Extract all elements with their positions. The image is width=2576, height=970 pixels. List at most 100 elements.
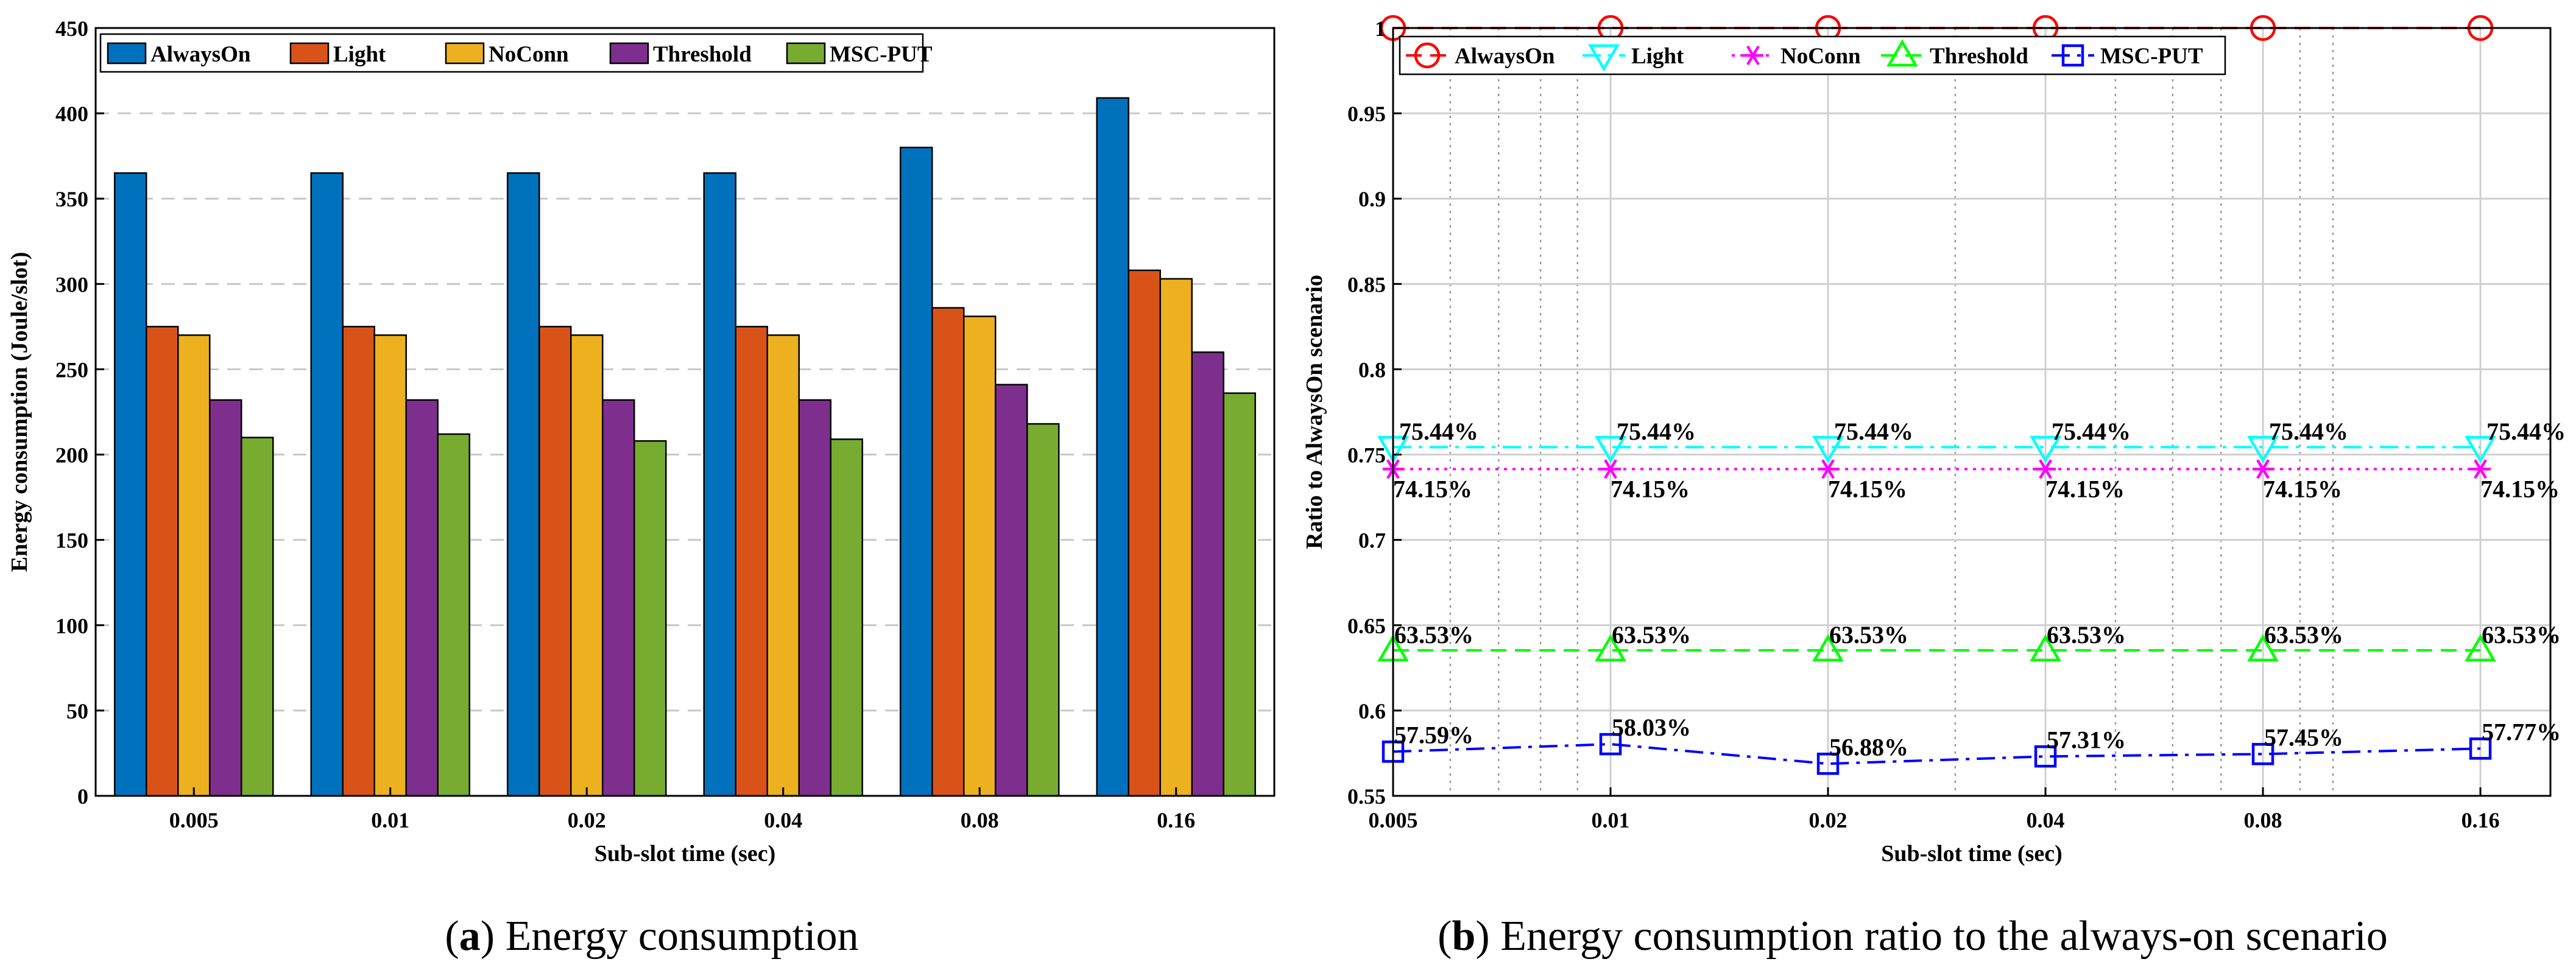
marker-light [2030,435,2061,463]
caption-b: (b) Energy consumption ratio to the alwa… [1438,913,2388,960]
bar-noconn [177,334,211,797]
legend-label-alwayson: AlwaysOn [1455,44,1555,69]
data-label-light: 75.44% [2269,418,2348,445]
data-label-msc-put: 57.45% [2264,723,2343,751]
marker-noconn [2035,459,2056,479]
y-tick-label: 100 [55,614,88,638]
bar-light [538,326,572,797]
legend-label-msc-put: MSC-PUT [830,42,933,67]
panel-b-series [1377,15,2496,775]
y-tick-label: 250 [55,357,88,382]
bar-noconn [766,334,800,797]
panel-a-y-axis-label: Energy consumption (Joule/slot) [7,252,32,572]
data-label-light: 75.44% [1834,418,1913,445]
data-label-threshold: 63.53% [2047,621,2126,648]
legend-label-light: Light [1631,44,1684,69]
data-label-threshold: 63.53% [1394,621,1473,648]
bar-light [1127,269,1161,797]
panel-b-legend: AlwaysOn Light NoConn Threshold MSC-PUT [1399,35,2226,76]
data-label-msc-put: 58.03% [1612,714,1691,741]
legend-label-noconn: NoConn [1780,44,1861,69]
legend-swatch-noconn [445,42,485,65]
legend-label-msc-put: MSC-PUT [2100,44,2203,69]
y-tick-label: 0.65 [1347,614,1386,638]
marker-msc-put [2469,737,2492,760]
marker-light [2247,435,2279,463]
data-label-noconn: 74.15% [2263,475,2342,502]
marker-threshold [1595,634,1626,662]
bar-noconn [373,334,407,797]
data-label-threshold: 63.53% [1829,621,1908,648]
panel-a-axes-frame [94,27,1276,797]
x-tick-label: 0.02 [1809,808,1847,832]
x-tick-label: 0.005 [169,808,219,832]
legend-label-threshold: Threshold [653,42,752,67]
bar-threshold [405,399,439,797]
marker-threshold [2030,634,2061,662]
bar-msc-put [633,440,667,797]
marker-threshold [1812,634,1844,662]
data-label-msc-put: 57.77% [2482,718,2561,745]
bar-threshold [1191,351,1224,797]
y-tick-label: 1 [1375,16,1386,41]
x-tick-label: 0.02 [568,808,606,832]
caption-a-text: Energy consumption [506,913,859,960]
data-label-msc-put: 56.88% [1829,733,1908,761]
marker-threshold [2247,634,2279,662]
caption-a-letter: a [459,913,481,960]
y-tick-label: 0.6 [1358,699,1386,723]
bar-noconn [1159,278,1193,797]
data-label-noconn: 74.15% [1611,475,1690,502]
legend-marker-noconn [1743,45,1763,66]
legend-swatch-threshold [609,42,649,65]
marker-noconn [1818,459,1839,479]
x-tick-label: 0.16 [1157,808,1195,832]
bar-noconn [963,315,997,797]
bar-alwayson [703,172,736,797]
panel-a-energy-consumption: 0 50 100 150 200 250 300 350 400 450 0.005 0.01 0.02… [7,16,1276,866]
bar-alwayson [900,146,933,797]
legend-label-noconn: NoConn [489,42,569,67]
marker-light [1812,435,1844,463]
panel-a-ticks: 0 50 100 150 200 250 300 350 400 450 0.005 0.01 0.02… [55,16,1195,832]
bar-light [146,326,179,797]
legend-swatch-light [289,42,330,65]
marker-noconn [2470,459,2491,479]
panel-b-gridlines [1392,27,2550,797]
marker-light [1595,435,1626,463]
marker-msc-put [1816,753,1840,775]
data-label-threshold: 63.53% [2264,621,2343,648]
bar-msc-put [437,433,470,797]
legend-swatch-msc-put [786,42,826,65]
bar-threshold [995,384,1028,797]
data-label-light: 75.44% [1399,418,1478,445]
bar-alwayson [310,172,344,797]
marker-msc-put [1599,733,1622,756]
legend-swatch-alwayson [107,42,147,65]
y-tick-label: 0.7 [1358,529,1386,553]
data-label-threshold: 63.53% [2482,621,2561,648]
y-tick-label: 200 [55,443,88,468]
panel-b-data-labels: 75.44% 75.44% 75.44% 75.44% 75.44% 75.44% 74.1… [1393,418,2566,761]
x-tick-label: 0.08 [961,808,999,832]
caption-b-letter: b [1452,913,1475,960]
panel-b-axes-frame [1392,27,2552,797]
y-tick-label: 50 [66,699,88,723]
panel-a-bars [114,97,1256,797]
legend-box [1399,35,2226,76]
data-label-msc-put: 57.31% [2047,726,2126,753]
bar-threshold [798,399,831,797]
marker-threshold [2465,634,2496,662]
legend-label-threshold: Threshold [1930,44,2028,69]
panel-b-x-axis-label: Sub-slot time (sec) [1881,841,2063,866]
bar-msc-put [830,438,863,797]
bar-msc-put [1223,392,1256,797]
y-tick-label: 150 [55,529,88,553]
bar-threshold [602,399,635,797]
marker-msc-put [2034,745,2057,768]
y-tick-label: 0.95 [1347,102,1386,126]
y-tick-label: 0.75 [1347,443,1386,468]
legend-marker-light [1588,44,1620,72]
legend-label-alwayson: AlwaysOn [150,42,251,67]
y-tick-label: 300 [55,272,88,297]
